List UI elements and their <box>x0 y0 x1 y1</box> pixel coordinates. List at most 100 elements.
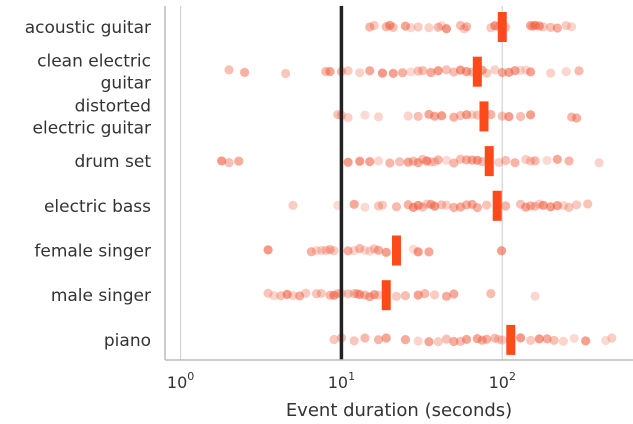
data-point <box>572 200 582 210</box>
data-point <box>607 333 617 343</box>
data-point <box>413 336 423 346</box>
data-point <box>461 110 472 120</box>
data-point <box>461 66 472 77</box>
data-point <box>490 21 500 31</box>
x-tick-exponent: 2 <box>509 370 516 383</box>
data-point <box>530 201 540 211</box>
category-label-line: clean electric <box>37 52 151 72</box>
data-point <box>433 66 443 76</box>
x-tick-base: 10 <box>167 373 187 392</box>
data-point <box>360 245 370 255</box>
data-point <box>461 22 472 32</box>
data-point <box>395 157 405 167</box>
data-point <box>525 67 536 77</box>
data-point <box>325 66 335 77</box>
data-point <box>581 336 591 346</box>
data-point <box>472 333 482 344</box>
data-point <box>538 22 548 32</box>
data-point <box>497 335 507 345</box>
category-label-line: drum set <box>75 152 152 172</box>
data-point <box>521 154 531 165</box>
data-point <box>239 67 250 78</box>
data-point <box>494 334 504 345</box>
data-point <box>538 200 548 210</box>
x-tick-base: 10 <box>328 373 348 392</box>
data-point <box>441 155 452 165</box>
data-point <box>263 245 273 255</box>
data-point <box>510 158 520 168</box>
category-label: clean electric guitar <box>37 52 151 94</box>
data-point <box>430 201 440 211</box>
data-point <box>263 288 273 298</box>
data-point <box>343 246 353 256</box>
data-point <box>426 67 436 78</box>
data-point <box>406 23 416 33</box>
data-point <box>360 202 370 212</box>
median-marker <box>484 146 494 177</box>
median-marker <box>479 101 489 132</box>
data-point <box>441 24 452 34</box>
data-point <box>546 22 556 33</box>
data-point <box>564 202 574 212</box>
category-label-line: piano <box>104 331 151 351</box>
data-point <box>441 65 452 75</box>
data-point <box>424 247 434 257</box>
data-point <box>552 23 562 33</box>
data-point <box>567 22 577 32</box>
data-point <box>381 247 391 257</box>
data-point <box>542 334 552 344</box>
x-tick-exponent: 0 <box>187 370 194 383</box>
data-point <box>369 20 379 31</box>
data-point <box>558 336 569 346</box>
data-point <box>306 247 316 257</box>
data-point <box>413 290 423 300</box>
data-point <box>501 155 511 166</box>
data-point <box>490 333 500 343</box>
median-marker <box>506 324 516 355</box>
data-point <box>365 246 375 256</box>
data-point <box>381 333 391 343</box>
data-point <box>477 335 487 345</box>
x-tick-exponent: 1 <box>348 370 355 383</box>
data-point <box>494 157 504 168</box>
data-point <box>525 335 536 345</box>
data-point <box>455 202 466 212</box>
data-point <box>426 157 436 167</box>
data-point <box>430 111 440 121</box>
data-point <box>349 336 359 346</box>
data-point <box>316 245 326 255</box>
data-point <box>224 158 234 168</box>
data-points <box>217 20 617 347</box>
data-point <box>525 110 536 120</box>
data-point <box>583 199 593 209</box>
data-point <box>355 289 365 300</box>
data-point <box>234 156 244 166</box>
data-point <box>406 67 416 77</box>
data-point <box>413 200 423 210</box>
x-tick-label: 102 <box>489 370 516 392</box>
data-point <box>217 156 227 166</box>
data-point <box>594 158 604 168</box>
data-point <box>455 20 466 31</box>
median-marker <box>497 12 507 42</box>
data-point <box>455 154 466 164</box>
data-point <box>403 157 413 167</box>
data-point <box>430 157 440 167</box>
data-point <box>558 200 569 211</box>
category-label: female singer <box>34 242 151 262</box>
data-point <box>365 66 375 76</box>
data-point <box>437 111 447 121</box>
data-point <box>365 22 375 32</box>
data-point <box>365 157 375 167</box>
data-point <box>433 155 443 165</box>
data-point <box>467 110 477 120</box>
data-point <box>449 289 459 299</box>
data-point <box>282 289 292 299</box>
data-point <box>369 290 379 300</box>
category-label-line: electric guitar <box>33 118 151 138</box>
data-point <box>413 158 423 168</box>
data-point <box>403 111 413 121</box>
category-labels: acoustic guitar clean electric guitardisto… <box>25 18 152 351</box>
category-label-line: guitar <box>101 74 151 94</box>
